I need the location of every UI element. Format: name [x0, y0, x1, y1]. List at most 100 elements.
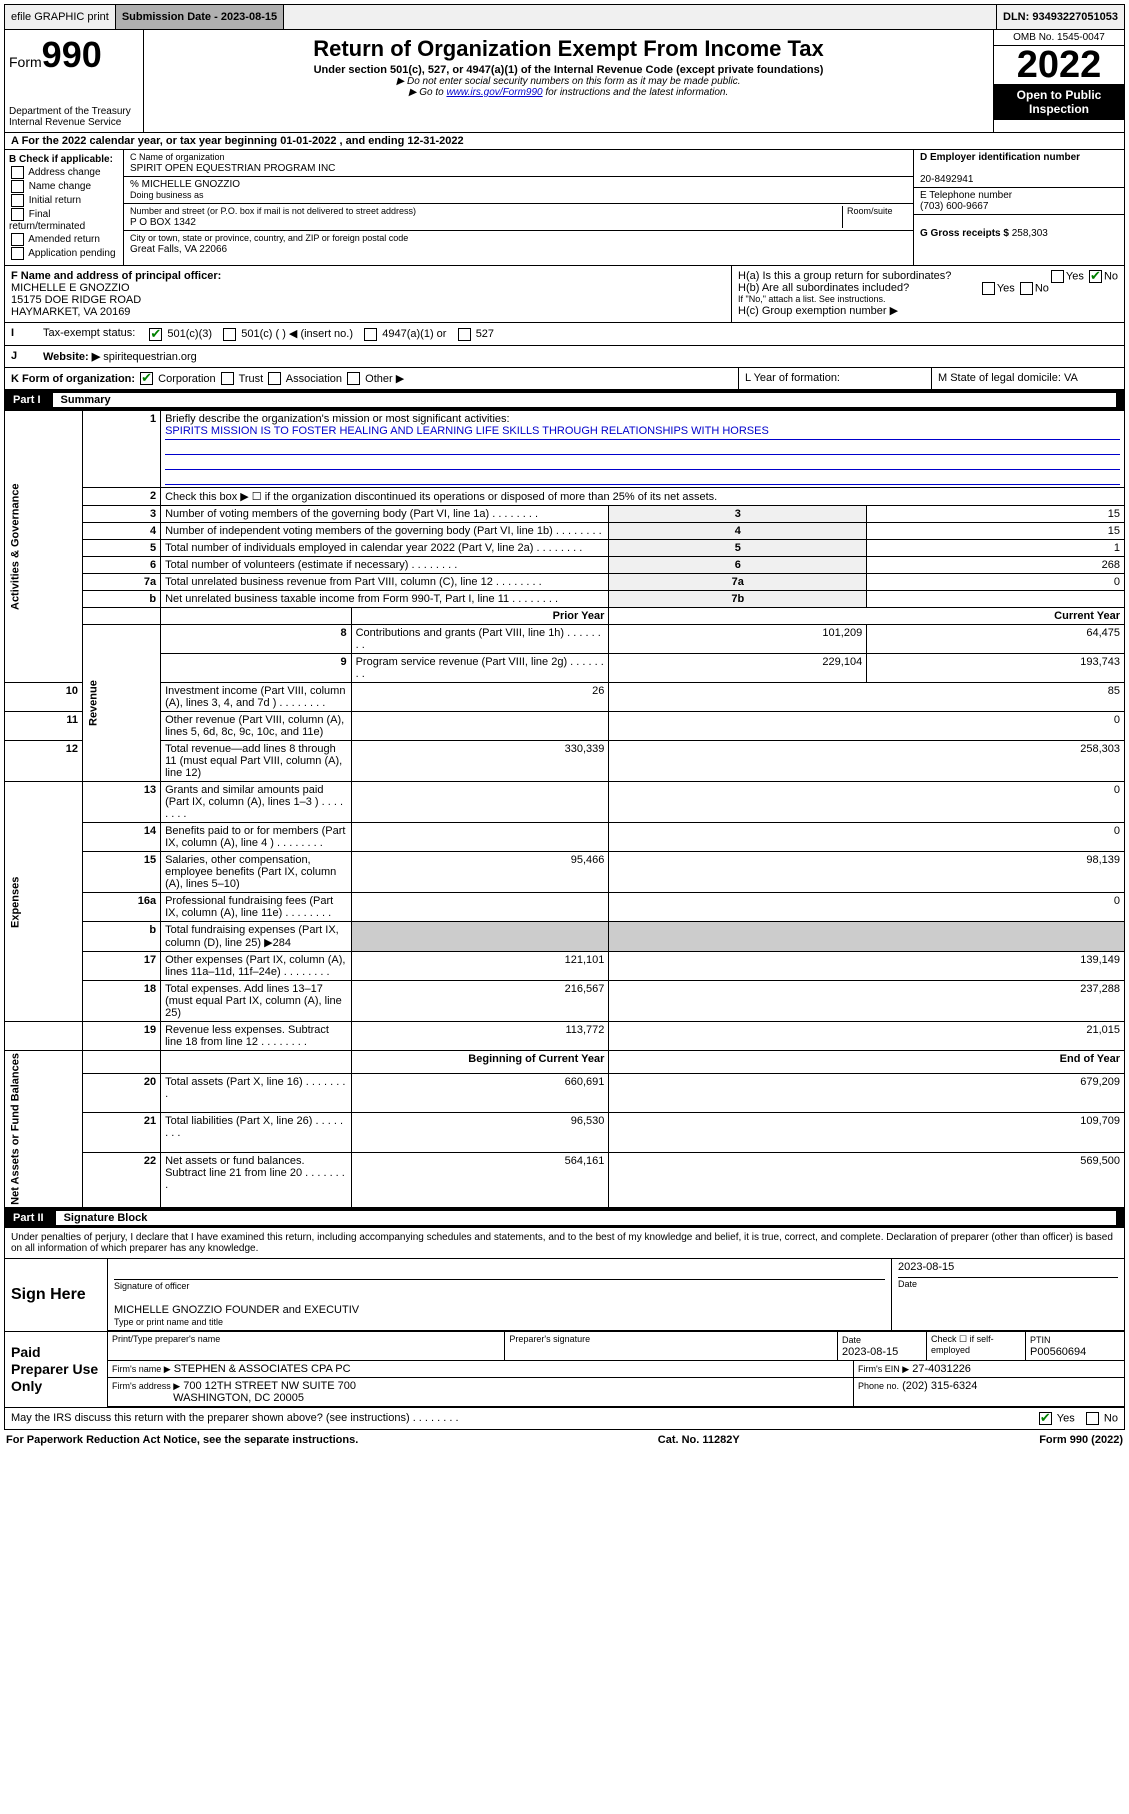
- k-opt-1: Trust: [239, 373, 264, 385]
- sig-line[interactable]: [114, 1261, 885, 1280]
- checkbox-checked-icon[interactable]: [149, 328, 162, 341]
- c-addr-row: Number and street (or P.O. box if mail i…: [124, 204, 913, 231]
- phone-label: Phone no.: [858, 1381, 899, 1391]
- i-text: Tax-exempt status:: [37, 323, 141, 345]
- checkbox-icon[interactable]: [347, 372, 360, 385]
- b-opt-3[interactable]: Final return/terminated: [9, 208, 119, 232]
- form-title: Return of Organization Exempt From Incom…: [148, 36, 989, 62]
- firm-ein-value: 27-4031226: [912, 1363, 971, 1375]
- table-row: 4Number of independent voting members of…: [5, 523, 1125, 540]
- b-opt-2[interactable]: Initial return: [9, 194, 119, 207]
- table-row: bTotal fundraising expenses (Part IX, co…: [5, 922, 1125, 952]
- row-fh: F Name and address of principal officer:…: [4, 266, 1125, 323]
- firm-ein-label: Firm's EIN ▶: [858, 1364, 909, 1374]
- top-bar: efile GRAPHIC print Submission Date - 20…: [4, 4, 1125, 30]
- sig-date: 2023-08-15 Date: [892, 1259, 1124, 1331]
- table-row: 15Salaries, other compensation, employee…: [5, 852, 1125, 893]
- c-name: C Name of organization SPIRIT OPEN EQUES…: [124, 150, 913, 177]
- prep-sig-label: Preparer's signature: [505, 1332, 838, 1360]
- officer-sig-name: MICHELLE GNOZZIO FOUNDER and EXECUTIV: [114, 1304, 359, 1316]
- begin-year-header: Beginning of Current Year: [351, 1051, 609, 1074]
- i-opt-1: 501(c) ( ) ◀ (insert no.): [241, 328, 353, 340]
- checkbox-checked-icon[interactable]: [1039, 1412, 1052, 1425]
- i-opt-3: 527: [476, 328, 494, 340]
- j-label: J: [5, 346, 37, 367]
- firm-addr1: 700 12TH STREET NW SUITE 700: [183, 1380, 356, 1392]
- checkbox-icon[interactable]: [268, 372, 281, 385]
- cat-no: Cat. No. 11282Y: [658, 1434, 740, 1446]
- section-f: F Name and address of principal officer:…: [5, 266, 732, 322]
- care-of: % MICHELLE GNOZZIO: [130, 179, 240, 190]
- b-opt-0-label: Address change: [28, 167, 100, 178]
- checkbox-icon[interactable]: [223, 328, 236, 341]
- i-opt-2: 4947(a)(1) or: [382, 328, 446, 340]
- checkbox-icon[interactable]: [11, 247, 24, 260]
- discuss-row: May the IRS discuss this return with the…: [4, 1408, 1125, 1430]
- line-2: Check this box ▶ ☐ if the organization d…: [161, 488, 1125, 506]
- hb-note: If "No," attach a list. See instructions…: [738, 294, 1118, 304]
- row-klm: K Form of organization: Corporation Trus…: [4, 368, 1125, 391]
- irs-link[interactable]: www.irs.gov/Form990: [446, 87, 542, 98]
- firm-addr2: WASHINGTON, DC 20005: [173, 1392, 304, 1404]
- efile-label[interactable]: efile GRAPHIC print: [5, 5, 116, 29]
- firm-name: Firm's name ▶ STEPHEN & ASSOCIATES CPA P…: [108, 1361, 854, 1377]
- org-name: SPIRIT OPEN EQUESTRIAN PROGRAM INC: [130, 163, 335, 174]
- row-j: J Website: ▶ spiritequestrian.org: [4, 346, 1125, 368]
- c-city: City or town, state or province, country…: [124, 231, 913, 257]
- firm-ein: Firm's EIN ▶ 27-4031226: [854, 1361, 1124, 1377]
- header-left: Form990 Department of the Treasury Inter…: [5, 30, 144, 132]
- officer-addr1: 15175 DOE RIDGE ROAD: [11, 294, 141, 306]
- checkbox-checked-icon[interactable]: [140, 372, 153, 385]
- i-label: I: [5, 323, 37, 345]
- gross-label: G Gross receipts $: [920, 228, 1009, 239]
- b-opt-5[interactable]: Application pending: [9, 247, 119, 260]
- date-label: Date: [898, 1279, 917, 1289]
- penalty-text: Under penalties of perjury, I declare th…: [4, 1228, 1125, 1259]
- b-opt-4[interactable]: Amended return: [9, 233, 119, 246]
- officer-name: MICHELLE E GNOZZIO: [11, 282, 130, 294]
- section-k: K Form of organization: Corporation Trus…: [5, 368, 739, 390]
- table-row: 20Total assets (Part X, line 16)660,6916…: [5, 1074, 1125, 1113]
- form-ref: Form 990 (2022): [1039, 1434, 1123, 1446]
- checkbox-icon[interactable]: [982, 282, 995, 295]
- dln: DLN: 93493227051053: [997, 5, 1124, 29]
- col-d: D Employer identification number 20-8492…: [914, 150, 1124, 265]
- addr-label: Number and street (or P.O. box if mail i…: [130, 206, 416, 216]
- checkbox-icon[interactable]: [1020, 282, 1033, 295]
- irs: Internal Revenue Service: [9, 117, 139, 128]
- section-m: M State of legal domicile: VA: [932, 368, 1124, 390]
- b-opt-1[interactable]: Name change: [9, 180, 119, 193]
- street-addr: P O BOX 1342: [130, 217, 196, 228]
- part-1-num: Part I: [13, 394, 53, 406]
- tel-value: (703) 600-9667: [920, 201, 988, 212]
- room-label: Room/suite: [843, 206, 907, 228]
- website-label: Website: ▶: [43, 351, 100, 363]
- department: Department of the Treasury: [9, 106, 139, 117]
- mission-blank: [165, 455, 1120, 470]
- side-governance: Activities & Governance: [5, 411, 83, 683]
- checkbox-icon[interactable]: [364, 328, 377, 341]
- checkbox-checked-icon[interactable]: [1089, 270, 1102, 283]
- checkbox-icon[interactable]: [1086, 1412, 1099, 1425]
- row-i: I Tax-exempt status: 501(c)(3) 501(c) ( …: [4, 323, 1125, 346]
- c-careof: % MICHELLE GNOZZIO Doing business as: [124, 177, 913, 204]
- checkbox-icon[interactable]: [221, 372, 234, 385]
- b-opt-1-label: Name change: [29, 181, 91, 192]
- firm-label: Firm's name ▶: [112, 1364, 171, 1374]
- mission-text: SPIRITS MISSION IS TO FOSTER HEALING AND…: [165, 425, 1120, 440]
- b-opt-2-label: Initial return: [29, 195, 81, 206]
- checkbox-icon[interactable]: [11, 194, 24, 207]
- d-tel: E Telephone number (703) 600-9667: [914, 188, 1124, 215]
- self-emp-label: Check ☐ if self-employed: [927, 1332, 1026, 1360]
- b-opt-0[interactable]: Address change: [9, 166, 119, 179]
- h-b: H(b) Are all subordinates included? Yes …: [738, 282, 1118, 294]
- checkbox-icon[interactable]: [11, 208, 24, 221]
- table-row: 16aProfessional fundraising fees (Part I…: [5, 893, 1125, 922]
- checkbox-icon[interactable]: [11, 233, 24, 246]
- checkbox-icon[interactable]: [11, 166, 24, 179]
- checkbox-icon[interactable]: [458, 328, 471, 341]
- k-opt-2: Association: [286, 373, 342, 385]
- table-row: 3Number of voting members of the governi…: [5, 506, 1125, 523]
- checkbox-icon[interactable]: [1051, 270, 1064, 283]
- checkbox-icon[interactable]: [11, 180, 24, 193]
